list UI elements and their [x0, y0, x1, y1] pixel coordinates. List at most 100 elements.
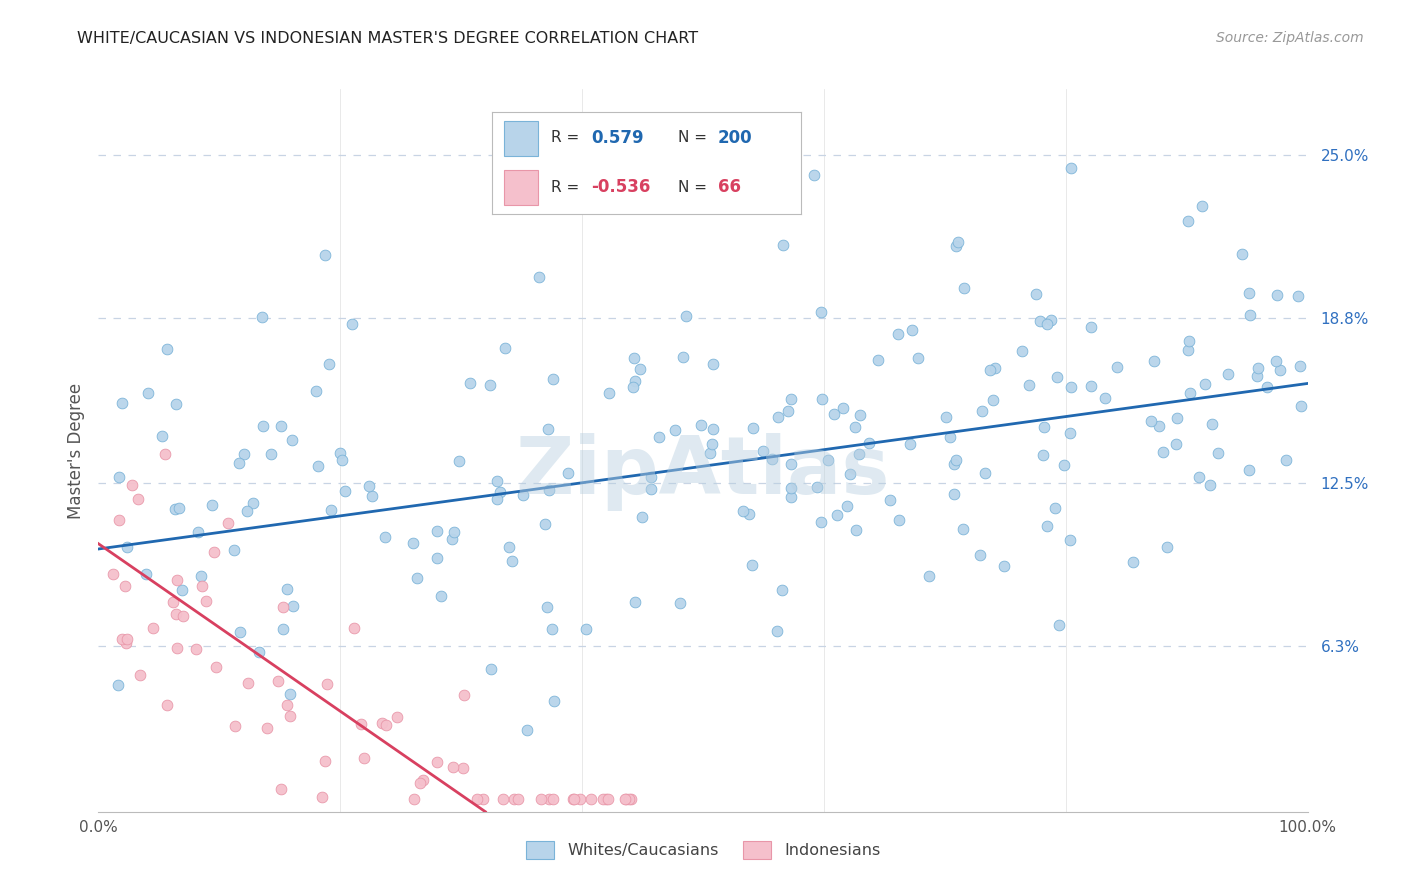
Point	[165, 397, 187, 411]
Point	[222, 543, 245, 558]
Point	[614, 791, 637, 805]
Point	[252, 419, 274, 434]
Point	[1047, 618, 1070, 632]
Point	[810, 305, 832, 319]
Point	[494, 341, 516, 355]
Point	[305, 384, 328, 399]
Y-axis label: Master's Degree: Master's Degree	[66, 383, 84, 518]
Point	[623, 351, 645, 365]
Point	[412, 772, 434, 787]
Point	[115, 632, 138, 647]
Point	[879, 492, 901, 507]
Point	[647, 430, 669, 444]
Point	[1201, 417, 1223, 431]
Point	[1177, 334, 1199, 348]
Point	[1265, 288, 1288, 302]
Point	[817, 452, 839, 467]
Point	[811, 392, 834, 406]
Point	[845, 523, 868, 537]
Point	[837, 499, 859, 513]
Point	[1275, 453, 1298, 467]
Point	[1239, 463, 1261, 477]
Point	[343, 621, 366, 635]
Text: -0.536: -0.536	[591, 178, 651, 196]
Point	[163, 501, 186, 516]
Point	[430, 589, 453, 603]
Point	[357, 478, 380, 492]
Point	[1152, 445, 1174, 459]
Point	[247, 644, 270, 658]
Point	[426, 550, 449, 565]
Point	[942, 457, 965, 471]
Point	[918, 569, 941, 583]
Point	[229, 624, 252, 639]
Point	[541, 622, 564, 636]
Bar	[505, 120, 538, 155]
Point	[194, 594, 217, 608]
Point	[699, 446, 721, 460]
Point	[742, 421, 765, 435]
Point	[848, 409, 870, 423]
Point	[314, 247, 336, 261]
Point	[780, 481, 803, 495]
Point	[111, 396, 134, 410]
Point	[1166, 411, 1188, 425]
Point	[385, 710, 408, 724]
Point	[329, 446, 352, 460]
Point	[738, 508, 761, 522]
Point	[115, 540, 138, 554]
Point	[1289, 359, 1312, 374]
Text: 0.579: 0.579	[591, 128, 644, 146]
Point	[621, 380, 644, 394]
Point	[1080, 378, 1102, 392]
Point	[135, 567, 157, 582]
Point	[129, 668, 152, 682]
Point	[486, 475, 509, 489]
Point	[1036, 519, 1059, 533]
Point	[675, 309, 697, 323]
Point	[228, 456, 250, 470]
Point	[624, 595, 647, 609]
Point	[1043, 500, 1066, 515]
Point	[628, 362, 651, 376]
Point	[631, 510, 654, 524]
Point	[979, 363, 1001, 377]
Point	[672, 350, 695, 364]
Point	[371, 715, 394, 730]
Point	[492, 791, 515, 805]
Point	[623, 374, 645, 388]
Point	[731, 504, 754, 518]
Point	[460, 376, 482, 390]
Point	[441, 760, 464, 774]
Point	[267, 674, 290, 689]
Point	[592, 791, 614, 805]
Point	[952, 522, 974, 536]
Point	[598, 385, 620, 400]
Point	[690, 417, 713, 432]
Point	[1105, 360, 1128, 375]
Point	[1140, 414, 1163, 428]
Point	[1198, 478, 1220, 492]
Point	[201, 498, 224, 512]
Point	[453, 761, 475, 775]
Point	[1247, 360, 1270, 375]
Point	[838, 467, 860, 481]
Point	[668, 596, 690, 610]
Point	[1264, 354, 1286, 368]
Point	[1178, 386, 1201, 401]
Point	[536, 599, 558, 614]
Point	[858, 436, 880, 450]
Point	[1289, 399, 1312, 413]
Point	[969, 548, 991, 562]
Point	[939, 430, 962, 444]
Point	[238, 676, 260, 690]
Point	[233, 447, 256, 461]
Point	[810, 515, 832, 529]
Point	[1032, 448, 1054, 462]
Point	[405, 571, 427, 585]
Point	[543, 694, 565, 708]
Point	[107, 470, 129, 484]
Point	[374, 530, 396, 544]
Point	[311, 789, 333, 804]
Point	[1191, 199, 1213, 213]
